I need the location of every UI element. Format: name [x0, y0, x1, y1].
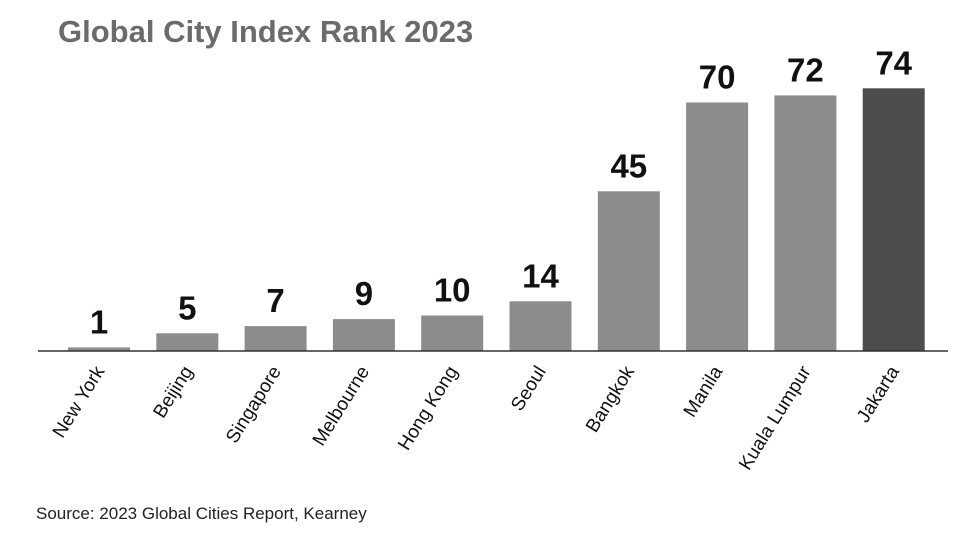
bar-beijing: [156, 333, 219, 352]
tick-labels-layer: New York Beijing Singapore Melbourne Hong Ko…: [49, 362, 904, 474]
value-label-melbourne: 9: [355, 275, 373, 312]
bar-kuala-lumpur: [774, 95, 837, 352]
bar-jakarta: [862, 88, 925, 352]
tick-label-melbourne: Melbourne: [309, 363, 374, 450]
value-label-singapore: 7: [266, 282, 284, 319]
bar-melbourne: [332, 319, 395, 351]
tick-label-kuala-lumpur: Kuala Lumpur: [735, 362, 816, 474]
tick-label-bangkok: Bangkok: [582, 362, 639, 436]
bar-manila: [686, 102, 749, 351]
tick-label-manila: Manila: [680, 362, 728, 421]
tick-label-new-york: New York: [49, 362, 110, 442]
tick-label-beijing: Beijing: [150, 363, 198, 423]
value-label-hong-kong: 10: [434, 272, 471, 309]
chart-source: Source: 2023 Global Cities Report, Kearn…: [36, 504, 367, 523]
bar-seoul: [509, 301, 572, 351]
bar-bangkok: [597, 191, 660, 352]
bar-new-york: [68, 347, 130, 351]
value-label-manila: 70: [699, 59, 736, 96]
value-label-jakarta: 74: [875, 44, 912, 81]
bar-singapore: [244, 326, 307, 351]
tick-label-seoul: Seoul: [507, 363, 551, 415]
value-label-bangkok: 45: [610, 147, 647, 184]
value-labels-layer: 1 5 7 9 10 14 45 70 72 74: [90, 44, 913, 340]
tick-label-singapore: Singapore: [222, 363, 286, 448]
value-label-beijing: 5: [178, 289, 196, 326]
bar-hong-kong: [421, 315, 484, 351]
value-label-new-york: 1: [90, 303, 108, 340]
value-label-kuala-lumpur: 72: [787, 51, 824, 88]
value-label-seoul: 14: [522, 257, 559, 294]
tick-label-hong-kong: Hong Kong: [394, 363, 462, 455]
tick-label-jakarta: Jakarta: [853, 362, 904, 426]
chart-title: Global City Index Rank 2023: [58, 14, 474, 49]
bars-layer: [68, 88, 925, 352]
